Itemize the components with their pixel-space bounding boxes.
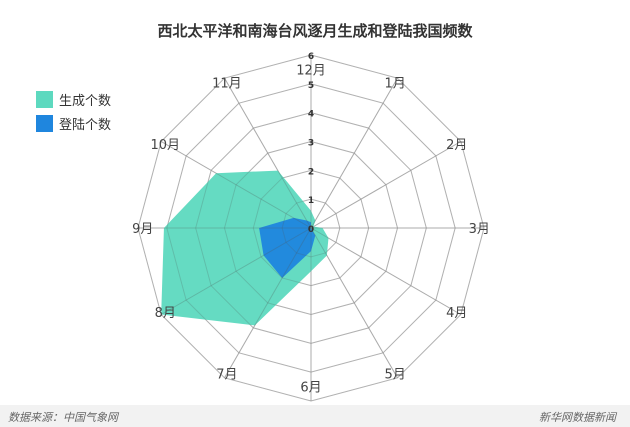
- grid-spoke-overlay: [310, 227, 462, 315]
- grid-spoke-overlay: [224, 227, 312, 379]
- grid-spoke-overlay: [310, 141, 462, 229]
- axis-label: 2月: [446, 138, 467, 153]
- grid-ring-overlay: [223, 140, 399, 316]
- grid-spoke-overlay: [160, 141, 312, 229]
- axis-label: 7月: [216, 368, 237, 383]
- legend-item-landed[interactable]: 登陆个数: [36, 112, 111, 134]
- legend-swatch-generated: [36, 90, 53, 108]
- grid-ring-overlay: [195, 112, 427, 344]
- axis-label: 6月: [300, 380, 321, 395]
- credit: 新华网数据新闻: [539, 411, 616, 424]
- grid-spoke: [310, 141, 462, 229]
- radial-tick-label: 3: [308, 139, 314, 149]
- axis-label: 1月: [385, 76, 406, 91]
- grid-spoke-overlay: [310, 77, 398, 229]
- grid-spoke: [310, 77, 398, 229]
- grid-ring-overlay: [252, 169, 370, 287]
- grid-spoke-overlay: [224, 77, 312, 229]
- footer: 数据来源：中国气象网 新华网数据新闻: [0, 405, 630, 427]
- legend-item-generated[interactable]: 生成个数: [36, 88, 111, 110]
- source-note: 数据来源：中国气象网: [8, 411, 118, 424]
- radial-tick-label: 6: [308, 52, 314, 62]
- axis-label: 9月: [132, 222, 153, 237]
- axis-label: 5月: [385, 368, 406, 383]
- radial-tick-label: 2: [308, 167, 314, 177]
- grid-ring-overlay: [137, 54, 485, 402]
- grid-spoke-overlay: [310, 227, 398, 379]
- radial-tick-label: 4: [308, 110, 314, 120]
- axis-label: 10月: [150, 138, 180, 153]
- axis-label: 4月: [446, 306, 467, 321]
- grid-ring-overlay: [166, 83, 456, 373]
- radial-tick-label: 1: [308, 196, 314, 206]
- axis-label: 3月: [469, 222, 490, 237]
- legend-label: 生成个数: [59, 93, 112, 109]
- axis-label: 11月: [212, 76, 242, 91]
- grid-ring-overlay: [281, 198, 341, 258]
- chart-title: 西北太平洋和南海台风逐月生成和登陆我国频数: [157, 22, 473, 40]
- series-area-0: [161, 170, 329, 326]
- axis-label: 12月: [296, 64, 326, 79]
- legend-label: 登陆个数: [59, 117, 112, 133]
- axis-label: 8月: [155, 306, 176, 321]
- grid-spoke: [310, 227, 462, 315]
- series-area-1: [259, 217, 316, 278]
- legend-swatch-landed: [36, 114, 53, 132]
- radial-tick-label: 5: [308, 81, 314, 91]
- radial-tick-label: 0: [308, 225, 314, 235]
- grid-spoke-overlay: [160, 227, 312, 315]
- legend: 生成个数 登陆个数: [36, 88, 111, 136]
